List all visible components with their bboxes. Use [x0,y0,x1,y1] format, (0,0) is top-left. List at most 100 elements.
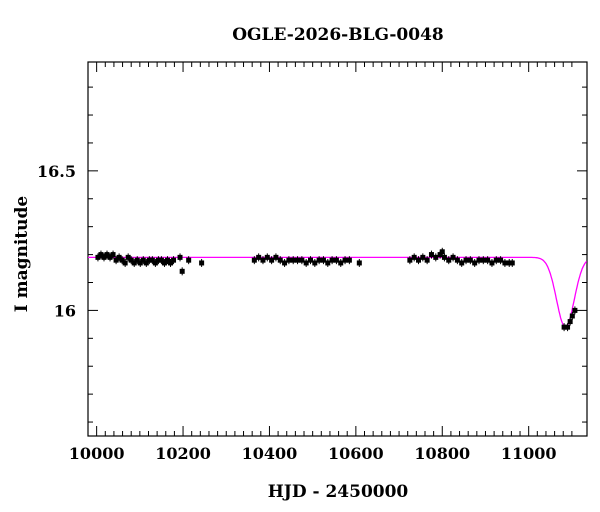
data-point [101,254,107,260]
data-point [119,257,125,263]
data-point [104,252,110,258]
x-tick-label: 11000 [501,444,557,463]
data-point [125,254,131,260]
data-point [346,257,352,263]
data-point [282,260,288,266]
plot-area: 10000 10200 10400 10600 10800 11000 16 16.5 [37,61,588,463]
data-point [116,254,122,260]
data-point [177,254,183,260]
data-point [95,254,101,260]
data-point [128,257,134,263]
data-point [420,254,426,260]
data-point [131,260,137,266]
data-point [485,257,491,263]
data-point [140,257,146,263]
data-point [143,260,149,266]
data-point [325,260,331,266]
data-point [107,254,113,260]
data-point [329,257,335,263]
data-point [152,260,158,266]
data-point [416,257,422,263]
data-point [122,260,128,266]
data-point [498,257,504,263]
x-tick-label: 10800 [414,444,470,463]
data-point [98,252,104,258]
data-point [256,254,262,260]
data-point [286,257,292,263]
x-tick-label: 10200 [155,444,211,463]
data-point [299,257,305,263]
data-point [273,254,279,260]
data-point [502,260,508,266]
data-point [171,257,177,263]
data-point [572,307,578,313]
model-curve [88,256,588,328]
data-point [269,257,275,263]
data-point [307,257,313,263]
data-point [561,324,567,330]
data-point [338,260,344,266]
y-tick-label: 16.5 [37,162,76,181]
data-point [446,257,452,263]
data-point [155,257,161,263]
data-point [179,268,185,274]
data-point [407,257,413,263]
data-point [433,254,439,260]
data-point [303,260,309,266]
data-point [161,260,167,266]
data-point [342,257,348,263]
data-point [277,257,283,263]
data-point [168,260,174,266]
y-tick-label: 16 [54,301,76,320]
data-point [489,260,495,266]
data-point [316,257,322,263]
data-point [509,260,515,266]
data-point [467,257,473,263]
data-point [164,257,170,263]
data-point [565,324,571,330]
data-point [428,252,434,258]
data-point [441,254,447,260]
data-point [480,257,486,263]
data-point [186,257,192,263]
data-point [569,313,575,319]
data-point [320,257,326,263]
data-point [411,254,417,260]
data-point [149,257,155,263]
data-point [333,257,339,263]
x-axis-label: HJD - 2450000 [268,482,409,502]
y-axis-label: I magnitude [12,196,32,313]
data-point [264,254,270,260]
chart-title: OGLE-2026-BLG-0048 [232,25,444,45]
data-point [450,254,456,260]
data-point [459,260,465,266]
data-point [199,260,205,266]
data-point [437,252,443,258]
x-tick-label: 10400 [242,444,298,463]
x-tick-label: 10000 [69,444,125,463]
data-point [476,257,482,263]
data-point [295,257,301,263]
data-point [290,257,296,263]
data-point [439,249,445,255]
data-point [134,257,140,263]
data-point [251,257,257,263]
plot-frame [87,61,588,437]
x-tick-label: 10600 [328,444,384,463]
data-point [158,257,164,263]
data-point [463,257,469,263]
data-point [356,260,362,266]
data-point [567,319,573,325]
data-point [454,257,460,263]
data-point [312,260,318,266]
data-point [506,260,512,266]
data-point [137,260,143,266]
data-point [472,260,478,266]
data-point [146,257,152,263]
data-point [424,257,430,263]
data-point [260,257,266,263]
data-point [113,257,119,263]
data-point [493,257,499,263]
data-point [110,252,116,258]
